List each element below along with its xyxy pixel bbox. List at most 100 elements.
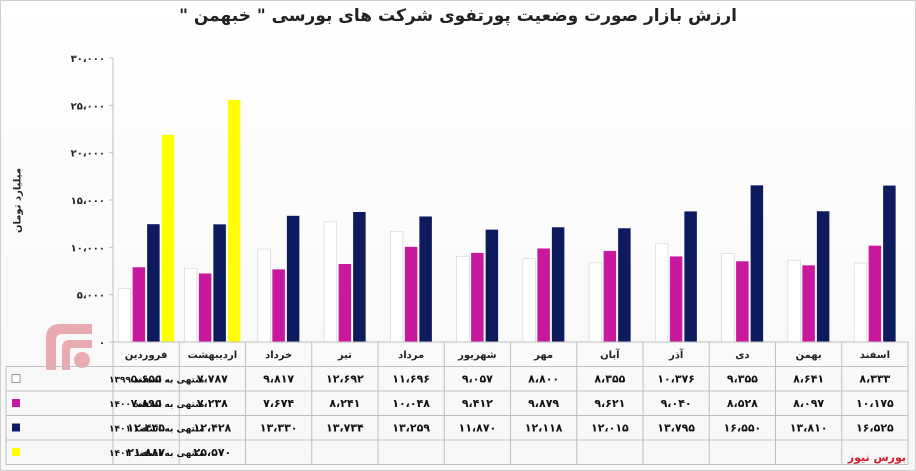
bar bbox=[198, 273, 212, 342]
data-label: ۸،۳۳۳ bbox=[859, 373, 890, 386]
bar bbox=[522, 258, 536, 343]
data-label: ۹،۸۱۷ bbox=[263, 373, 294, 386]
bar bbox=[721, 253, 735, 343]
y-tick-label: ۳۰،۰۰۰ bbox=[71, 54, 105, 65]
bar bbox=[471, 252, 484, 342]
legend-swatch bbox=[11, 374, 21, 383]
category-label: اردیبهشت bbox=[188, 350, 238, 361]
data-label: ۸،۸۰۰ bbox=[528, 373, 559, 386]
data-label: ۹،۶۲۱ bbox=[594, 397, 625, 410]
category-label: اسفند bbox=[860, 350, 890, 361]
data-label: ۵،۶۵۵ bbox=[131, 373, 162, 386]
bar bbox=[286, 215, 300, 342]
bar bbox=[419, 216, 432, 342]
data-label: ۱۳،۲۵۹ bbox=[392, 422, 430, 435]
data-label: ۹،۳۵۵ bbox=[727, 373, 758, 386]
data-label: ۸،۳۵۵ bbox=[594, 373, 625, 386]
bar bbox=[853, 262, 867, 343]
legend-label: منتهی به اسفند ۱۳۹۹ bbox=[109, 376, 204, 386]
bar bbox=[132, 267, 146, 342]
bar bbox=[736, 261, 749, 342]
data-label: ۱۳،۳۳۰ bbox=[260, 422, 298, 435]
category-label: شهریور bbox=[457, 350, 497, 361]
bar bbox=[655, 243, 669, 343]
bar bbox=[669, 256, 683, 342]
bar bbox=[213, 224, 226, 342]
bar bbox=[485, 229, 499, 342]
bar bbox=[353, 211, 366, 342]
bar bbox=[272, 269, 285, 342]
legend-swatch bbox=[12, 423, 20, 432]
bar bbox=[323, 221, 337, 343]
legend-label: منتهی به اسفند ۱۴۰۱ bbox=[109, 425, 204, 435]
data-label: ۱۳،۸۱۰ bbox=[790, 422, 828, 435]
data-label: ۲۱،۸۸۷ bbox=[127, 446, 165, 459]
data-label: ۸،۵۲۸ bbox=[727, 397, 758, 410]
y-tick-label: ۲۰،۰۰۰ bbox=[71, 149, 105, 160]
bar bbox=[750, 185, 764, 342]
bar bbox=[684, 211, 697, 342]
bar bbox=[184, 267, 198, 343]
data-label: ۹،۸۷۹ bbox=[528, 397, 559, 410]
bar bbox=[390, 230, 404, 343]
data-label: ۹،۰۴۰ bbox=[661, 397, 692, 410]
legend-swatch bbox=[12, 399, 20, 407]
bar bbox=[117, 288, 131, 343]
data-label: ۱۲،۴۴۵ bbox=[127, 422, 165, 435]
bar bbox=[816, 211, 830, 342]
data-label: ۱۱،۸۷۰ bbox=[459, 422, 497, 435]
y-tick-label: ۱۰،۰۰۰ bbox=[71, 243, 105, 254]
data-label: ۱۰،۱۷۵ bbox=[856, 397, 894, 410]
data-label: ۱۲،۱۱۸ bbox=[525, 422, 563, 435]
data-label: ۷،۸۹۵ bbox=[131, 397, 162, 410]
category-label: آبان bbox=[600, 348, 620, 361]
y-tick-label: ۱۵،۰۰۰ bbox=[71, 196, 105, 207]
bar bbox=[257, 248, 271, 343]
source-label: بورس نیوز bbox=[847, 451, 906, 464]
category-label: بهمن bbox=[796, 350, 822, 361]
data-label: ۱۱،۶۹۶ bbox=[392, 373, 430, 386]
category-label: خرداد bbox=[265, 350, 292, 361]
data-label: ۱۳،۷۳۴ bbox=[326, 422, 364, 435]
data-label: ۱۲،۴۲۸ bbox=[194, 422, 232, 435]
bar bbox=[868, 245, 882, 342]
bar bbox=[883, 185, 896, 342]
category-label: مهر bbox=[533, 350, 553, 361]
y-tick-label: ۰ bbox=[99, 338, 105, 349]
watermark-logo-icon bbox=[46, 324, 92, 370]
data-label: ۷،۶۷۴ bbox=[263, 397, 294, 410]
bar bbox=[456, 255, 470, 343]
data-label: ۹،۴۱۲ bbox=[462, 397, 493, 410]
bar bbox=[147, 224, 160, 342]
bar bbox=[802, 265, 815, 342]
data-label: ۷،۲۳۸ bbox=[197, 397, 228, 410]
category-label: تیر bbox=[337, 350, 352, 361]
data-label: ۱۰،۰۴۸ bbox=[392, 397, 430, 410]
legend-label: منتهی به اسفند ۱۴۰۲ bbox=[109, 449, 204, 459]
bar bbox=[787, 259, 801, 343]
category-label: فروردین bbox=[125, 350, 168, 361]
bar bbox=[603, 250, 617, 342]
category-label: مرداد bbox=[398, 350, 424, 361]
bar bbox=[588, 262, 602, 343]
y-tick-label: ۵،۰۰۰ bbox=[77, 291, 105, 302]
data-label: ۲۵،۵۷۰ bbox=[194, 446, 232, 459]
legend-swatch bbox=[12, 448, 20, 456]
data-label: ۹،۰۵۷ bbox=[462, 373, 493, 386]
bar bbox=[551, 227, 565, 342]
y-tick-label: ۲۵،۰۰۰ bbox=[71, 101, 105, 112]
data-label: ۸،۲۴۱ bbox=[329, 397, 360, 410]
legend-label: منتهی به اسفند ۱۴۰۰ bbox=[109, 400, 204, 410]
bar bbox=[227, 99, 241, 342]
bar bbox=[404, 246, 418, 342]
bar bbox=[537, 248, 550, 342]
data-label: ۱۳،۷۹۵ bbox=[657, 422, 695, 435]
bar bbox=[161, 134, 175, 342]
data-label: ۸،۰۹۷ bbox=[793, 397, 824, 410]
data-label: ۱۶،۵۵۰ bbox=[724, 422, 762, 435]
chart-title: ارزش بازار صورت وضعیت پورتفوی شرکت های ب… bbox=[179, 6, 737, 26]
data-label: ۱۰،۳۷۶ bbox=[657, 373, 695, 386]
data-label: ۱۲،۰۱۵ bbox=[591, 422, 629, 435]
bar bbox=[338, 263, 352, 342]
